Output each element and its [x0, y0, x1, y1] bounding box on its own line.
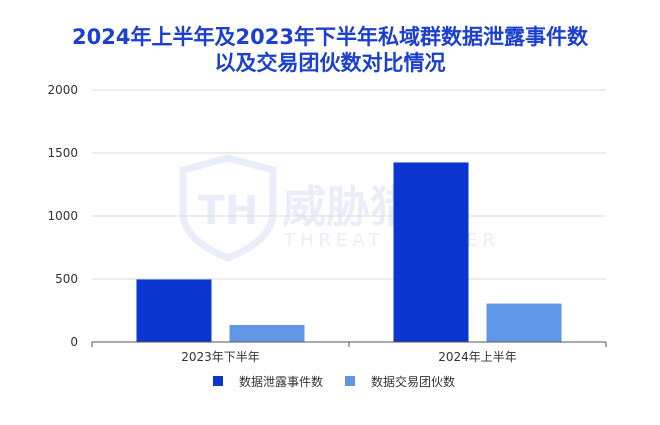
legend-label: 数据交易团伙数	[371, 374, 455, 389]
bar-leak-events-0	[136, 279, 212, 342]
x-axis: 2023年下半年 2024年上半年	[91, 341, 607, 364]
bar-trading-gangs-1	[486, 303, 562, 342]
legend-label: 数据泄露事件数	[239, 374, 323, 389]
watermark-shield-letters: TH	[198, 188, 259, 234]
y-tick-label: 1500	[47, 146, 78, 160]
watermark-shield-icon	[179, 154, 277, 262]
chart-title-line-1: 2024年上半年及2023年下半年私域群数据泄露事件数	[72, 25, 588, 49]
bar-leak-events-1	[393, 162, 469, 342]
y-axis-ticks: 0 500 1000 1500 2000	[47, 83, 78, 349]
y-tick-label: 0	[70, 335, 78, 349]
y-tick-label: 500	[55, 272, 78, 286]
x-tick-label: 2024年上半年	[438, 350, 517, 364]
legend-swatch	[213, 376, 223, 386]
bar-trading-gangs-0	[229, 324, 305, 342]
x-tick-label: 2023年下半年	[181, 350, 260, 364]
legend-swatch	[345, 376, 355, 386]
chart-title-line-2: 以及交易团伙数对比情况	[214, 51, 446, 75]
y-tick-label: 1000	[47, 209, 78, 223]
legend: 数据泄露事件数 数据交易团伙数	[213, 374, 455, 389]
bars	[136, 162, 562, 342]
y-tick-label: 2000	[47, 83, 78, 97]
